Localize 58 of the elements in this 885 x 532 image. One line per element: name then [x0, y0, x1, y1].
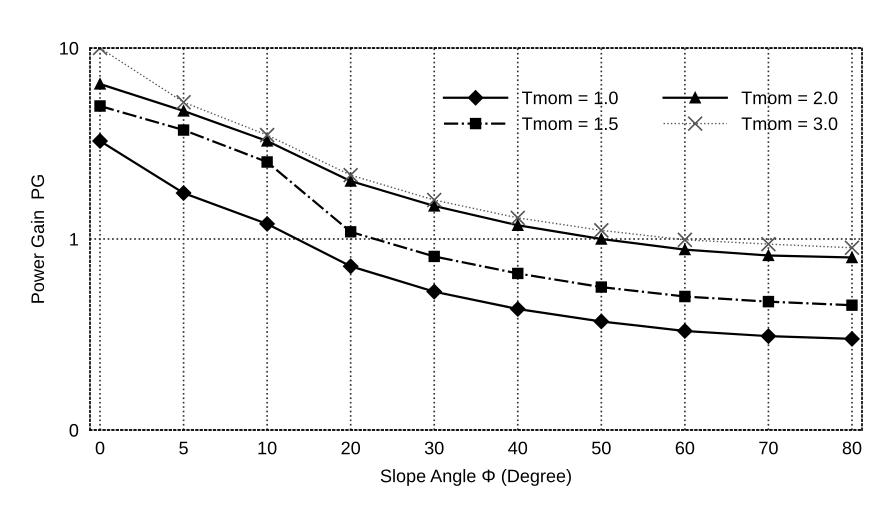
x-axis-title: Slope Angle Φ (Degree) [380, 469, 571, 486]
y-tick-label: 0 [70, 424, 78, 437]
point [510, 210, 526, 226]
y-tick-label: 1 [70, 233, 78, 246]
point [176, 94, 192, 110]
x-tick-label: 80 [842, 442, 862, 454]
point [94, 100, 106, 112]
legend-label: Tmom = 2.0 [742, 91, 838, 104]
point [677, 232, 693, 248]
point [261, 135, 273, 147]
x-tick-label: 5 [179, 442, 188, 454]
x-tick-label: 70 [759, 442, 778, 454]
point [760, 328, 776, 344]
point [92, 133, 108, 149]
point [760, 236, 776, 252]
x-tick-label: 0 [96, 442, 104, 454]
point [428, 250, 440, 262]
x-tick-label: 20 [342, 442, 360, 454]
x-tick-label: 40 [508, 442, 528, 454]
point [846, 252, 858, 264]
x-tick-label: 10 [258, 442, 276, 454]
point [259, 216, 275, 232]
point [178, 124, 190, 136]
legend-label: Tmom = 1.5 [522, 118, 618, 130]
point [596, 281, 608, 293]
point [94, 78, 106, 90]
point [176, 185, 192, 201]
point [844, 240, 860, 256]
point [342, 167, 358, 183]
point [762, 250, 774, 262]
point [259, 127, 275, 143]
point [426, 284, 442, 300]
point [594, 314, 610, 330]
point [762, 296, 774, 308]
point [344, 175, 356, 187]
point [844, 331, 860, 347]
point [178, 105, 190, 117]
point [679, 290, 691, 302]
point [261, 156, 273, 168]
x-tick-label: 50 [592, 442, 611, 454]
y-tick-label: 10 [60, 42, 78, 55]
x-tick-label: 60 [676, 442, 694, 454]
point [679, 244, 691, 256]
point [342, 258, 358, 274]
point [677, 323, 693, 339]
point [426, 192, 442, 208]
y-axis-title: Power Gain PG [30, 175, 44, 303]
point [846, 300, 858, 311]
point [512, 268, 524, 280]
legend-label: Tmom = 3.0 [742, 117, 838, 130]
point [596, 233, 608, 245]
point [344, 226, 356, 238]
point [594, 222, 610, 238]
x-tick-label: 30 [424, 442, 444, 454]
legend-label: Tmom = 1.0 [522, 91, 618, 104]
point [512, 220, 524, 231]
point [510, 301, 526, 317]
point [428, 200, 440, 212]
